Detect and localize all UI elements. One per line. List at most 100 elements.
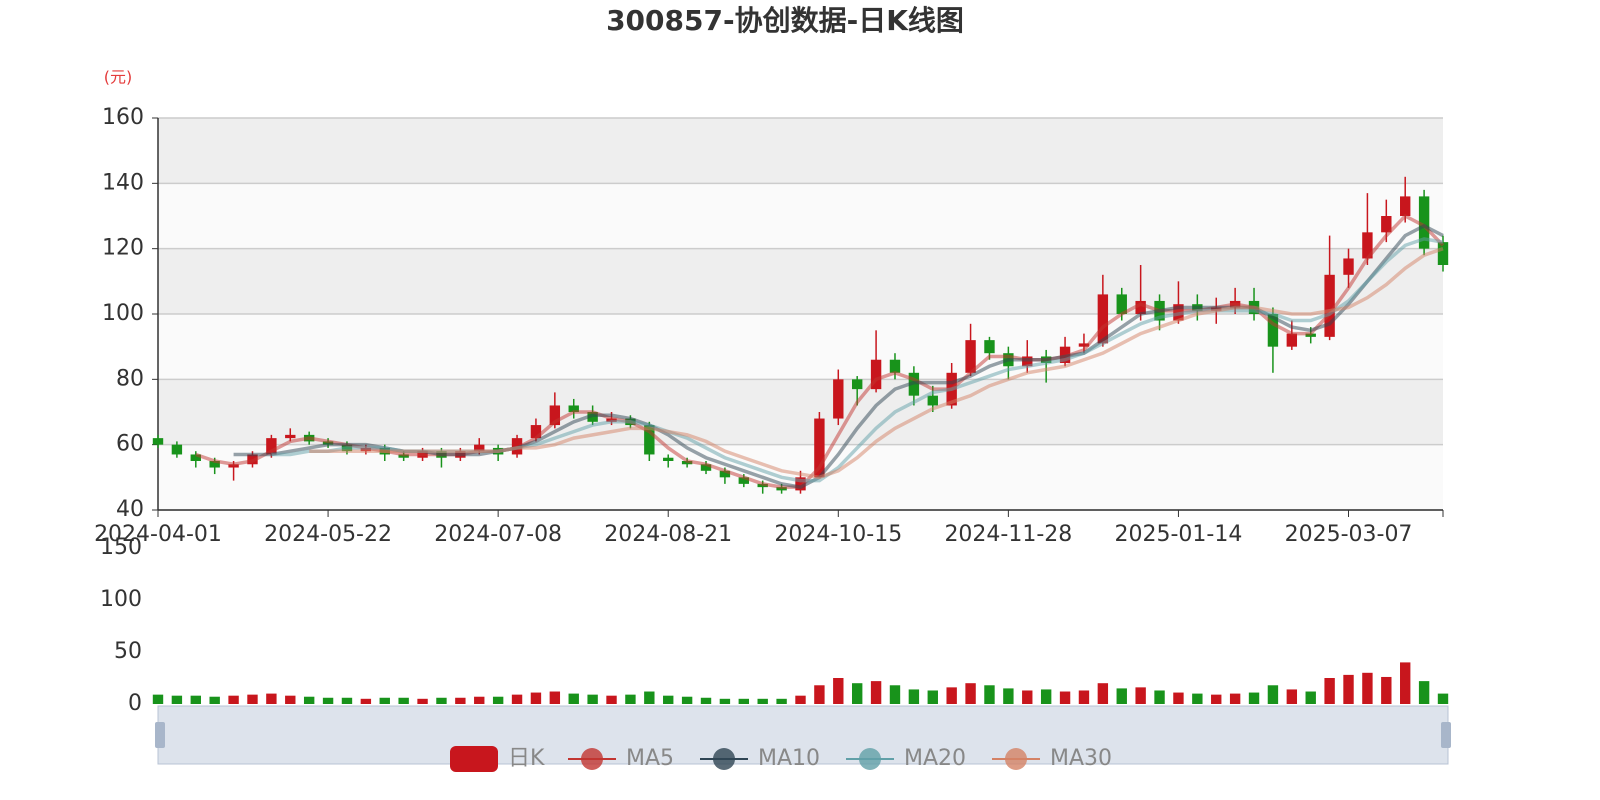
volume-tick-label: 50 (114, 639, 142, 664)
legend-icon (1005, 748, 1027, 770)
candle-body (1362, 232, 1373, 259)
candle-body (663, 457, 674, 461)
plot-band (158, 379, 1443, 445)
volume-bar (285, 695, 296, 704)
x-tick-label: 2024-04-01 (94, 522, 222, 547)
volume-bar (1135, 687, 1146, 704)
y-tick-label: 40 (116, 497, 144, 522)
legend-label: MA5 (626, 746, 674, 771)
y-tick-label: 80 (116, 366, 144, 391)
volume-bar (1192, 693, 1203, 704)
y-tick-label: 100 (102, 301, 144, 326)
zoom-slider[interactable] (157, 705, 1449, 765)
volume-bar (644, 691, 655, 704)
candle-body (1116, 294, 1127, 314)
volume-bar (511, 694, 523, 704)
unit-label: (元) (104, 68, 133, 87)
volume-bar (360, 698, 372, 704)
legend-label: MA20 (904, 746, 966, 771)
candle-body (285, 434, 296, 439)
candle-body (530, 425, 542, 439)
volume-bar (776, 698, 787, 704)
plot-band (158, 314, 1443, 380)
y-tick-label: 140 (102, 170, 144, 195)
candle-body (1343, 258, 1354, 275)
candle-body (1135, 300, 1146, 314)
plot-band (158, 183, 1443, 249)
volume-bar (190, 695, 201, 704)
volume-bar (1305, 691, 1316, 704)
volume-bar (625, 694, 636, 704)
volume-bar (1097, 683, 1109, 704)
volume-bar (663, 695, 674, 704)
volume-bar (700, 697, 712, 704)
candle-body (965, 340, 976, 373)
candle-body (870, 359, 882, 390)
x-tick-label: 2025-01-14 (1115, 522, 1243, 547)
y-tick-label: 160 (102, 105, 144, 130)
candle-body (568, 405, 579, 412)
volume-bar (1116, 688, 1127, 704)
candle-body (795, 477, 806, 491)
volume-tick-label: 0 (128, 691, 142, 716)
volume-bar (152, 694, 164, 704)
volume-bar (870, 681, 882, 704)
volume-bar (568, 693, 579, 704)
volume-bar (266, 693, 277, 704)
candle-body (209, 461, 220, 468)
volume-bar (757, 698, 768, 704)
candle-body (814, 418, 825, 478)
chart-title: 300857-协创数据-日K线图 (606, 4, 964, 37)
volume-bar (455, 697, 466, 704)
candle-body (644, 425, 655, 455)
y-tick-label: 120 (102, 236, 144, 261)
candle-body (851, 379, 863, 390)
x-tick-label: 2024-05-22 (264, 522, 392, 547)
candle-body (1286, 333, 1298, 347)
ma-line (309, 247, 1444, 480)
volume-bar (946, 687, 957, 704)
zoom-handle[interactable] (155, 722, 165, 748)
ma-line (195, 213, 1445, 489)
volume-bar (738, 698, 750, 704)
candle-body (171, 444, 183, 455)
plot-band (158, 118, 1443, 184)
volume-tick-label: 150 (100, 535, 142, 560)
volume-bar (492, 696, 504, 704)
volume-bar (965, 683, 976, 704)
volume-bar (1154, 690, 1165, 704)
volume-bar (927, 690, 938, 704)
candle-body (1097, 294, 1109, 344)
zoom-handle[interactable] (1441, 722, 1451, 748)
volume-bar (474, 696, 485, 704)
legend-icon (713, 748, 735, 770)
volume-bar (171, 695, 183, 704)
volume-bar (398, 697, 409, 704)
y-tick-label: 60 (116, 432, 144, 457)
plot-bands (158, 118, 1443, 510)
volume-bar (322, 697, 334, 704)
volume-bar (530, 692, 542, 704)
volume-bar (719, 698, 731, 704)
volume-bar (1248, 692, 1260, 704)
volume-bar (1267, 685, 1279, 704)
x-tick-label: 2024-10-15 (774, 522, 902, 547)
candle-body (700, 464, 712, 471)
volume-bar (1059, 691, 1071, 704)
volume-bar (1343, 674, 1354, 704)
candle-body (984, 340, 995, 354)
candle-body (889, 359, 901, 373)
candle-body (1324, 274, 1335, 337)
x-tick-label: 2024-08-21 (604, 522, 732, 547)
volume-bar (1040, 689, 1052, 704)
volume-bar (228, 695, 239, 704)
legend-icon (859, 748, 881, 770)
volume-bar (379, 697, 390, 704)
legend-icon (581, 748, 603, 770)
volume-bar (814, 685, 825, 704)
volume-bar (549, 691, 561, 704)
volume-bar (1381, 676, 1392, 704)
volume-bar (1286, 689, 1298, 704)
legend-label: MA10 (758, 746, 820, 771)
